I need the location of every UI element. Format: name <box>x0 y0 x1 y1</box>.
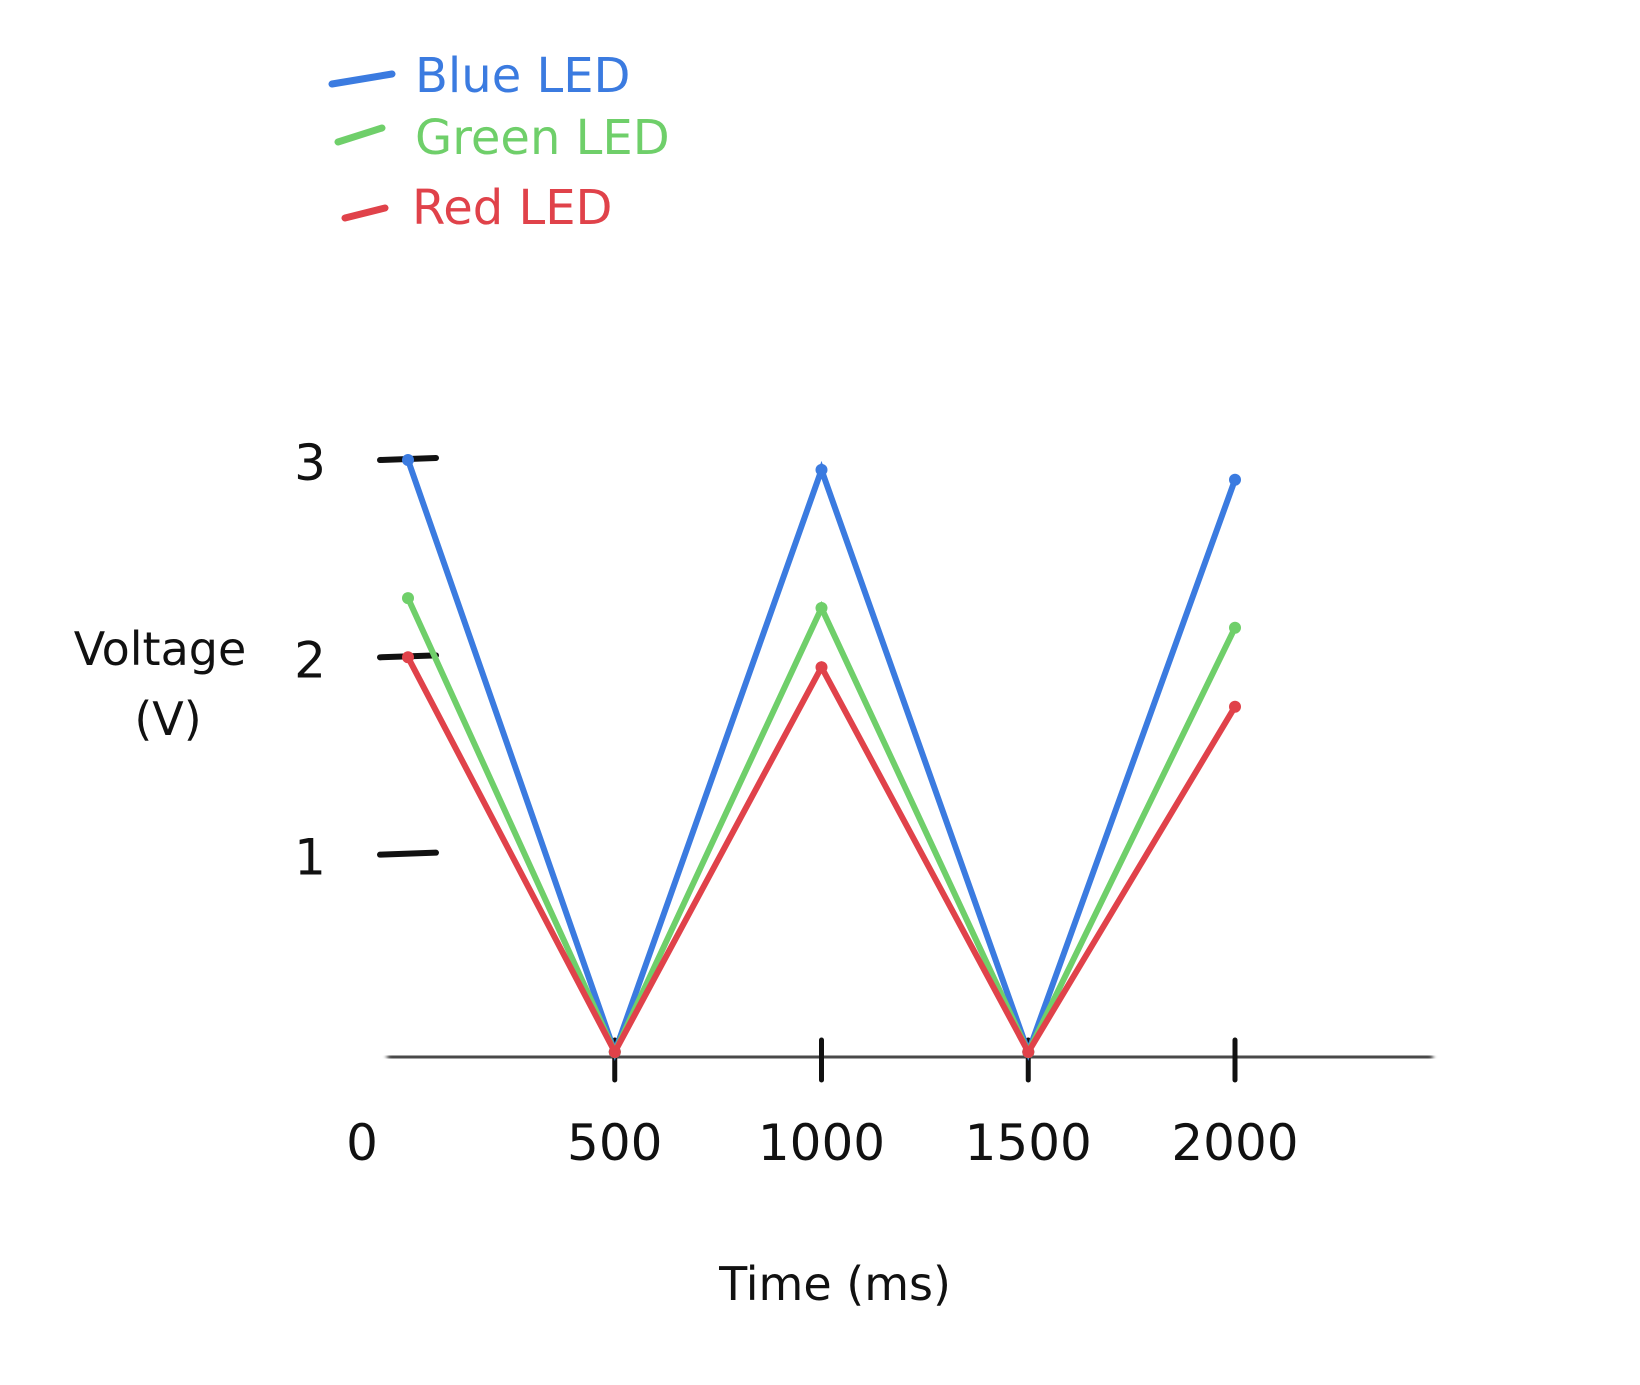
data-point-red-led-500 <box>608 1046 621 1058</box>
x-axis-title: Time (ms) <box>718 1257 951 1311</box>
y-tick-label-1: 1 <box>294 829 326 887</box>
data-point-red-led-0 <box>402 651 414 664</box>
x-axis-line <box>387 1043 1433 1071</box>
legend-label-green: Green LED <box>415 110 670 166</box>
data-point-green-led-1000 <box>815 602 828 614</box>
x-ticks: 0 500 1000 1500 2000 <box>346 1037 1299 1172</box>
x-tick-label-2000: 2000 <box>1171 1114 1298 1172</box>
y-tick-label-3: 3 <box>294 434 326 492</box>
data-point-blue-led-1000 <box>815 463 828 476</box>
axes <box>387 271 1433 1077</box>
data-point-red-led-1000 <box>815 661 828 674</box>
legend-label-blue: Blue LED <box>415 48 631 104</box>
y-tick-label-2: 2 <box>294 631 326 689</box>
legend-item-green: Green LED <box>334 110 670 166</box>
legend-label-red: Red LED <box>412 180 612 236</box>
legend-swatch-red <box>341 204 389 222</box>
series-line-blue-led <box>405 457 1238 1062</box>
legend-item-red: Red LED <box>341 180 612 236</box>
y-axis-title-line2: (V) <box>134 692 201 746</box>
y-tick-mark-1 <box>377 849 439 858</box>
x-tick-label-500: 500 <box>567 1114 662 1172</box>
legend-swatch-blue <box>328 70 396 88</box>
data-point-red-led-2000 <box>1229 700 1241 713</box>
data-point-red-led-1500 <box>1022 1046 1035 1058</box>
legend-item-blue: Blue LED <box>328 48 631 104</box>
x-tick-label-0: 0 <box>346 1114 378 1172</box>
y-axis-title-line1: Voltage <box>74 622 247 676</box>
data-point-green-led-0 <box>402 592 414 605</box>
data-point-green-led-2000 <box>1229 621 1241 634</box>
data-point-blue-led-0 <box>402 454 414 466</box>
legend-swatch-green <box>334 124 386 146</box>
series-line-red-led <box>405 654 1238 1059</box>
data-point-blue-led-2000 <box>1229 473 1241 486</box>
x-tick-label-1000: 1000 <box>758 1114 885 1172</box>
legend: Blue LED Green LED Red LED <box>328 48 670 236</box>
series-layer <box>402 454 1241 1062</box>
x-tick-label-1500: 1500 <box>965 1114 1092 1172</box>
